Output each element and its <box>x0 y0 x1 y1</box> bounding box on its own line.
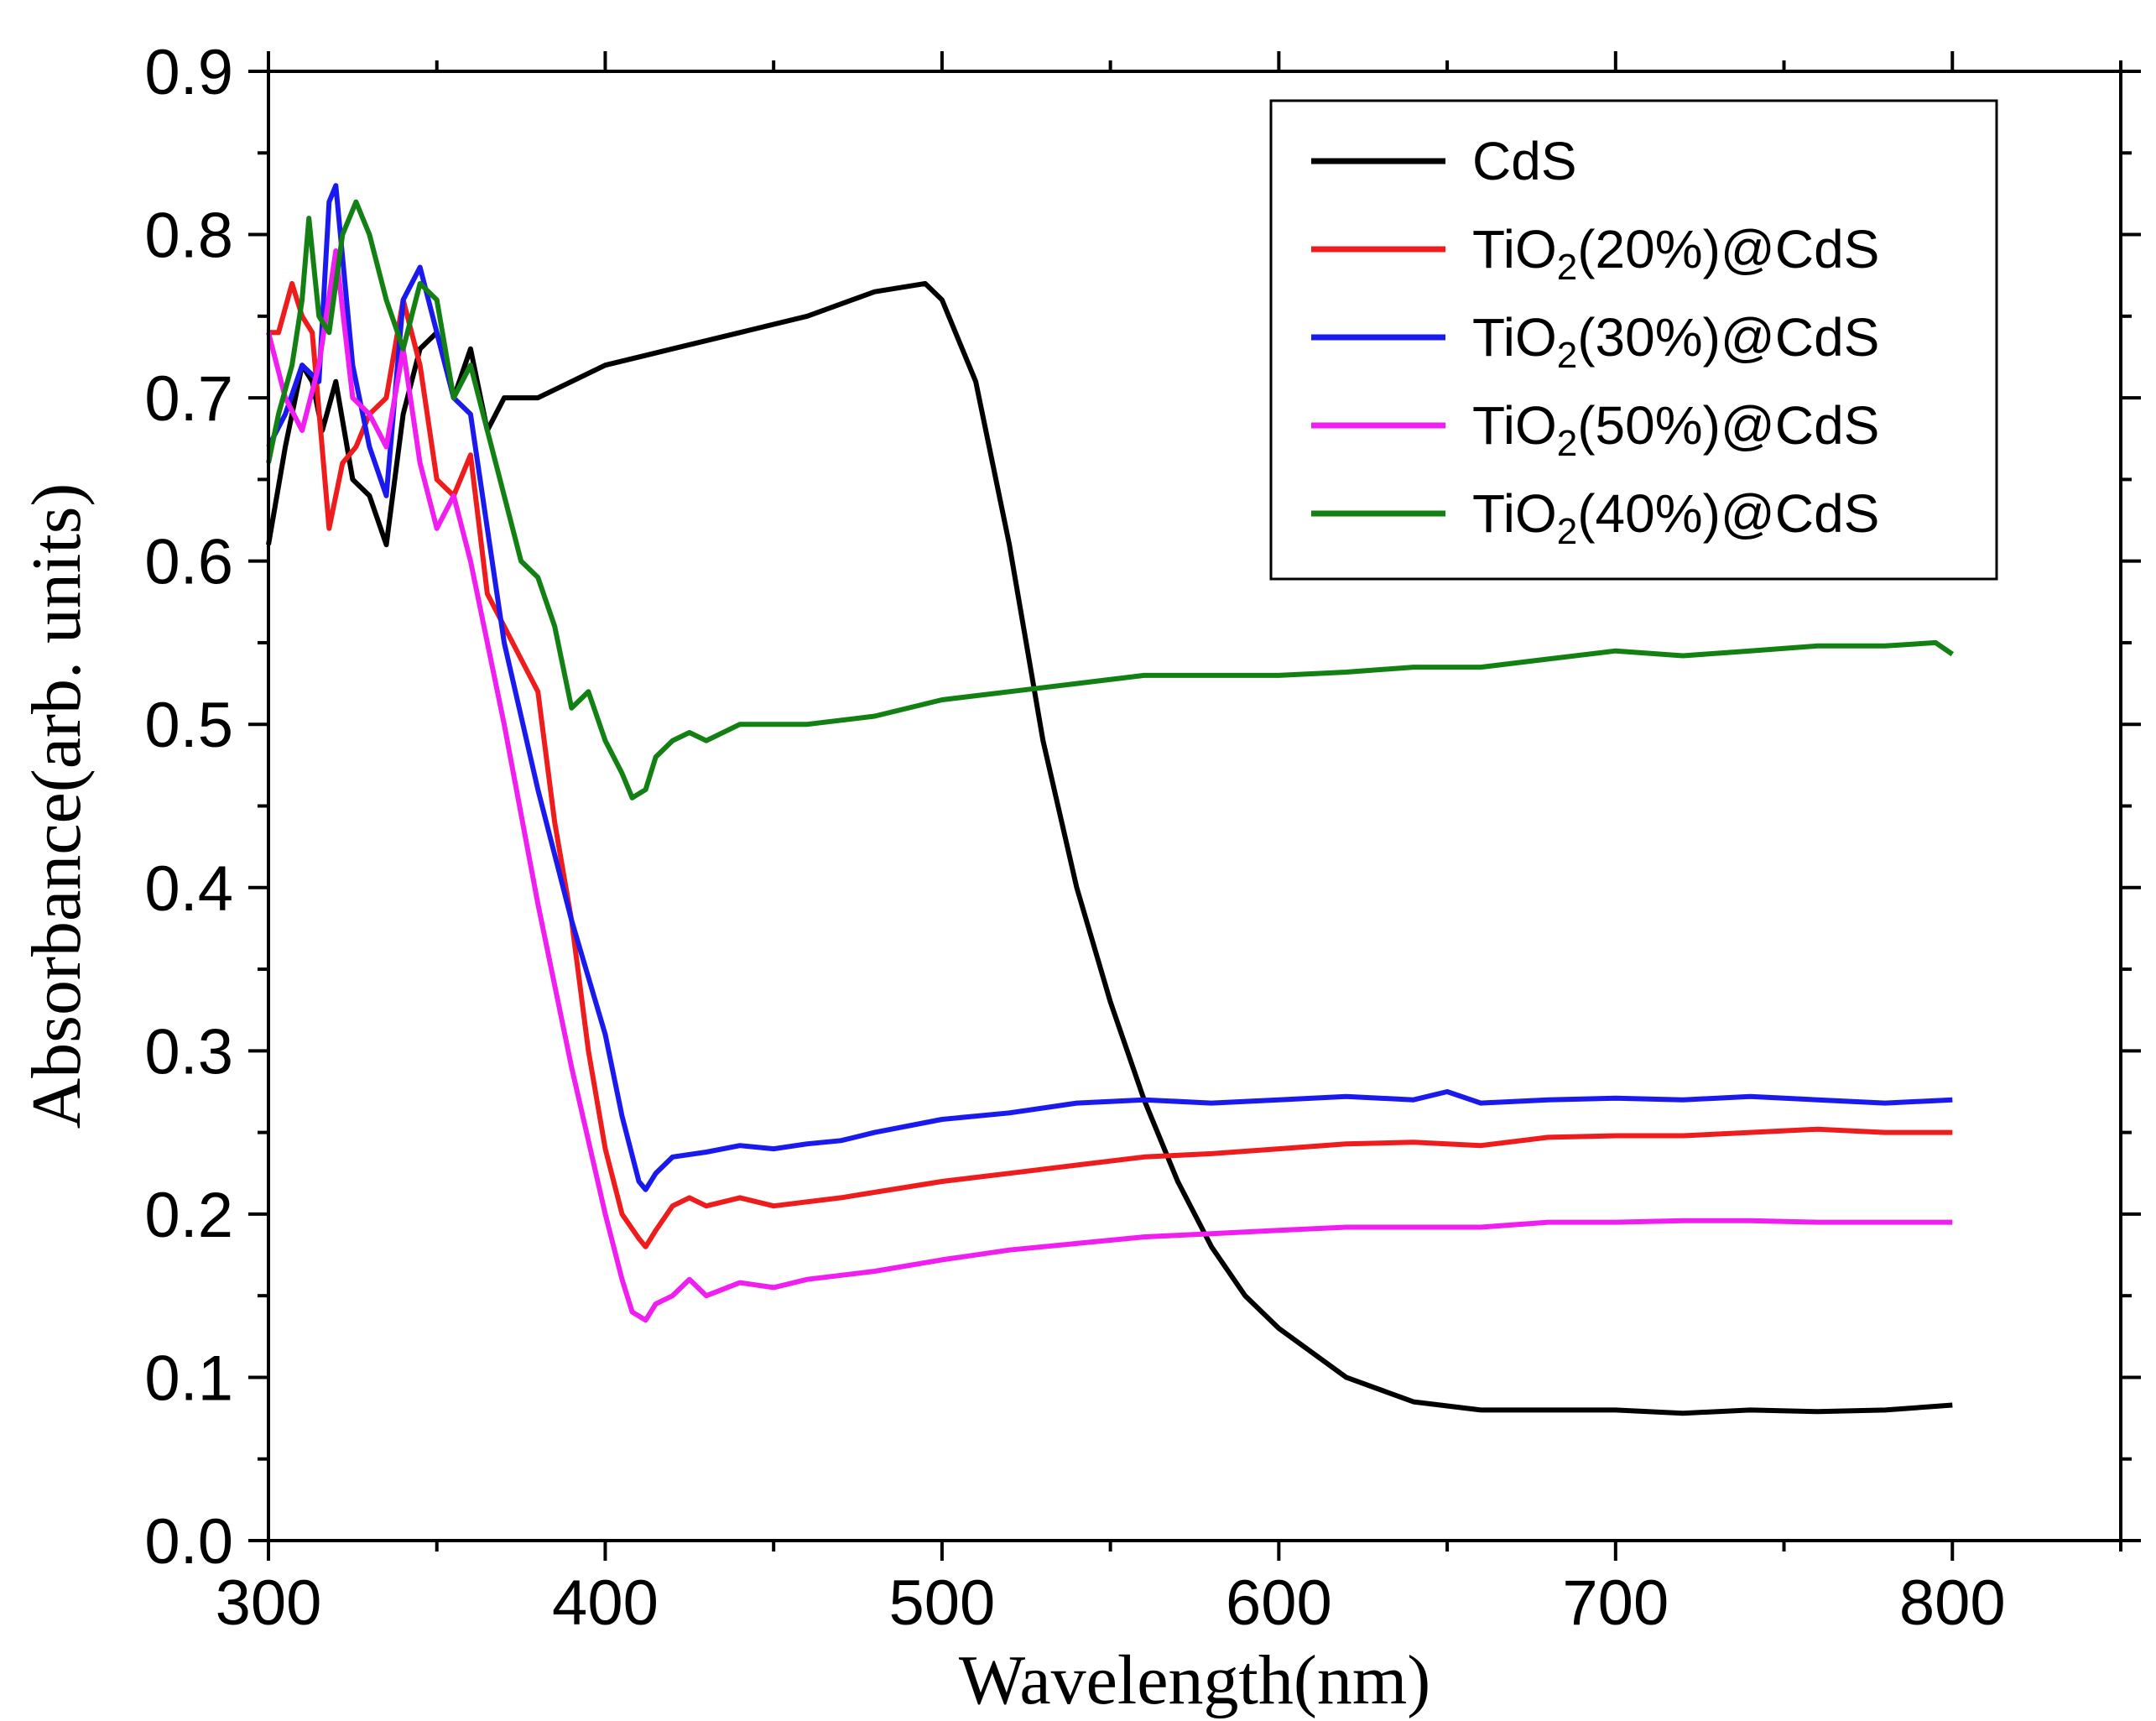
x-tick-label: 400 <box>552 1567 659 1639</box>
y-tick-label: 0.1 <box>144 1343 233 1414</box>
x-axis-title: Wavelength(nm) <box>959 1641 1430 1719</box>
legend: CdS TiO2(20%)@CdS TiO2(30%)@CdS TiO2(50%)@C… <box>1269 99 1998 581</box>
series-layer <box>266 183 1954 1416</box>
series-line-2 <box>266 183 1953 1192</box>
series-line-1 <box>268 280 1953 1249</box>
y-tick-label: 0.7 <box>144 363 233 435</box>
legend-label-4: TiO2(40%)@CdS <box>1472 483 1879 552</box>
y-tick-label: 0.2 <box>144 1180 233 1251</box>
y-tick-label: 0.9 <box>144 37 233 108</box>
axes-layer: 300 400 500 600 700 800 0.0 0.1 0.2 0.3 0.4 0.5 0.6 0… <box>144 37 2141 1639</box>
y-tick-label: 0.8 <box>144 201 233 272</box>
series-line-0 <box>266 280 1953 1416</box>
x-tick-label: 300 <box>216 1567 322 1639</box>
legend-label-2: TiO2(30%)@CdS <box>1472 307 1879 376</box>
legend-label-1: TiO2(20%)@CdS <box>1472 219 1879 288</box>
x-tick-label: 700 <box>1562 1567 1669 1639</box>
series-line-4 <box>266 199 1954 801</box>
legend-label-0: CdS <box>1472 131 1577 191</box>
series-line-3 <box>266 248 1953 1323</box>
y-tick-label: 0.5 <box>144 690 233 761</box>
x-tick-label: 600 <box>1226 1567 1332 1639</box>
y-tick-label: 0.3 <box>144 1016 233 1087</box>
y-axis-title: Absorbance(arb. units) <box>18 483 96 1129</box>
x-tick-label: 500 <box>889 1567 996 1639</box>
legend-label-3: TiO2(50%)@CdS <box>1472 395 1879 464</box>
y-tick-label: 0.6 <box>144 527 233 598</box>
y-tick-label: 0.4 <box>144 853 233 925</box>
x-tick-label: 800 <box>1899 1567 2006 1639</box>
y-tick-label: 0.0 <box>144 1506 233 1578</box>
